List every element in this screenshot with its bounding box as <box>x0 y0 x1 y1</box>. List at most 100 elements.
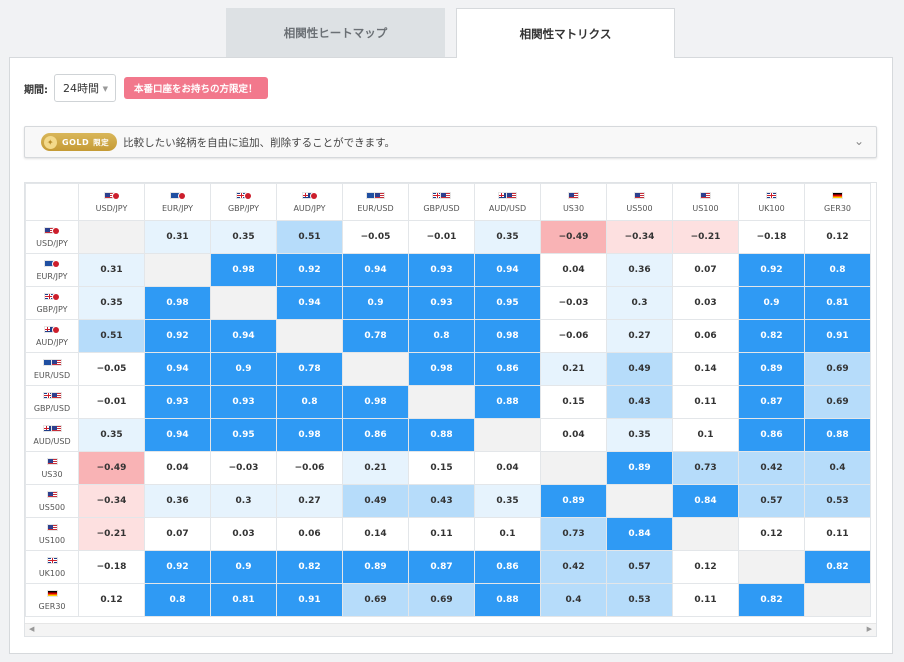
matrix-cell: 0.51 <box>276 220 343 254</box>
matrix-cell: −0.05 <box>342 220 409 254</box>
matrix-cell: 0.93 <box>408 286 475 320</box>
matrix-cell: 0.49 <box>342 484 409 518</box>
matrix-cell: 0.12 <box>78 583 145 617</box>
matrix-cell: 0.89 <box>540 484 607 518</box>
flag-icons <box>26 523 78 532</box>
column-label: US100 <box>692 204 719 213</box>
gold-coin-icon: ✦ <box>44 135 57 149</box>
matrix-cell: 0.4 <box>804 451 871 485</box>
gold-feature-bar[interactable]: ✦ GOLD 限定 比較したい銘柄を自由に追加、削除することができます。 ⌄ <box>24 126 877 158</box>
matrix-cell: 0.35 <box>474 484 541 518</box>
row-header-uk100: UK100 <box>25 550 79 584</box>
matrix-cell: 0.06 <box>276 517 343 551</box>
matrix-cell: 0.36 <box>606 253 673 287</box>
column-header-us100: US100 <box>672 183 739 221</box>
matrix-cell: 0.11 <box>672 583 739 617</box>
flag-icons <box>26 358 78 367</box>
matrix-cell: 0.82 <box>738 583 805 617</box>
matrix-row: US100 −0.21 0.07 0.03 0.06 0.14 0.11 0.1 0.73 0.8… <box>25 517 871 551</box>
matrix-cell: 0.3 <box>606 286 673 320</box>
matrix-row: US500 −0.34 0.36 0.3 0.27 0.49 0.43 0.35 0.89 0.8… <box>25 484 871 518</box>
matrix-cell: 0.14 <box>672 352 739 386</box>
matrix-cell: −0.21 <box>78 517 145 551</box>
flag-icons <box>26 226 78 235</box>
matrix-cell: 0.98 <box>144 286 211 320</box>
matrix-cell: −0.34 <box>606 220 673 254</box>
matrix-cell: 0.07 <box>144 517 211 551</box>
row-label: EUR/JPY <box>36 272 68 281</box>
column-label: GBP/JPY <box>227 204 260 213</box>
matrix-row: AUD/USD 0.35 0.94 0.95 0.98 0.86 0.88 0.04 0.35 0… <box>25 418 871 452</box>
matrix-cell: 0.93 <box>408 253 475 287</box>
matrix-cell: 0.94 <box>144 352 211 386</box>
matrix-cell: 0.95 <box>474 286 541 320</box>
matrix-cell: 0.9 <box>210 352 277 386</box>
flag-jp-icon <box>52 259 60 268</box>
flag-icons <box>26 589 78 598</box>
live-account-badge: 本番口座をお持ちの方限定！ <box>124 77 268 99</box>
matrix-cell: 0.91 <box>276 583 343 617</box>
flag-icons <box>79 191 144 200</box>
flag-icons <box>26 259 78 268</box>
matrix-cell: −0.49 <box>540 220 607 254</box>
tab-matrix[interactable]: 相関性マトリクス <box>456 8 675 58</box>
row-label: AUD/USD <box>33 437 71 446</box>
matrix-cell: 0.92 <box>144 319 211 353</box>
column-label: AUD/USD <box>488 204 527 213</box>
matrix-cell: 0.57 <box>738 484 805 518</box>
matrix-cell: 0.31 <box>144 220 211 254</box>
matrix-cell: 0.11 <box>408 517 475 551</box>
row-header-ger30: GER30 <box>25 583 79 617</box>
matrix-cell: 0.04 <box>474 451 541 485</box>
tab-heatmap[interactable]: 相関性ヒートマップ <box>226 8 445 57</box>
matrix-cell: 0.93 <box>210 385 277 419</box>
matrix-cell: 0.94 <box>210 319 277 353</box>
matrix-cell: 0.04 <box>540 418 607 452</box>
matrix-cell: 0.94 <box>144 418 211 452</box>
matrix-cell: 0.73 <box>540 517 607 551</box>
matrix-cell: −0.01 <box>408 220 475 254</box>
row-header-us100: US100 <box>25 517 79 551</box>
scroll-right-icon[interactable]: ▶ <box>866 625 872 633</box>
correlation-table: USD/JPY EUR/JPY GBP/JPY AUD/JPY EUR/USD GBP/U… <box>25 183 871 617</box>
column-label: USD/JPY <box>95 204 128 213</box>
matrix-cell: 0.11 <box>804 517 871 551</box>
column-header-eur-usd: EUR/USD <box>342 183 409 221</box>
matrix-cell: 0.87 <box>738 385 805 419</box>
gold-badge-label: GOLD <box>62 137 90 147</box>
matrix-cell: 0.8 <box>276 385 343 419</box>
column-header-aud-usd: AUD/USD <box>474 183 541 221</box>
matrix-cell: 0.86 <box>474 352 541 386</box>
matrix-corner <box>25 183 79 221</box>
matrix-cell: 0.88 <box>474 583 541 617</box>
column-header-eur-jpy: EUR/JPY <box>144 183 211 221</box>
matrix-cell-diagonal <box>738 550 805 584</box>
scroll-left-icon[interactable]: ◀ <box>29 625 35 633</box>
matrix-cell: 0.69 <box>804 385 871 419</box>
expand-chevron-icon[interactable]: ⌄ <box>853 134 864 148</box>
row-label: US500 <box>38 503 66 512</box>
flag-icons <box>26 391 78 400</box>
flag-us-icon <box>506 192 517 199</box>
matrix-cell: 0.84 <box>606 517 673 551</box>
column-label: US30 <box>562 204 585 213</box>
matrix-cell: 0.73 <box>672 451 739 485</box>
column-label: GBP/USD <box>423 204 460 213</box>
matrix-cell: 0.98 <box>408 352 475 386</box>
flag-jp-icon <box>243 191 252 200</box>
matrix-cell: 0.21 <box>342 451 409 485</box>
matrix-cell: 0.81 <box>804 286 871 320</box>
flag-icons <box>26 556 78 565</box>
row-header-us30: US30 <box>25 451 79 485</box>
matrix-cell: 0.42 <box>540 550 607 584</box>
period-select[interactable]: 24時間 ▼ <box>54 74 116 102</box>
matrix-cell: 0.87 <box>408 550 475 584</box>
horizontal-scrollbar[interactable]: ◀ ▶ <box>25 623 876 636</box>
flag-icons <box>607 191 672 200</box>
matrix-cell: −0.01 <box>78 385 145 419</box>
row-label: EUR/USD <box>33 371 71 380</box>
matrix-cell: 0.69 <box>804 352 871 386</box>
matrix-cell: 0.82 <box>276 550 343 584</box>
matrix-cell: 0.14 <box>342 517 409 551</box>
row-header-aud-jpy: AUD/JPY <box>25 319 79 353</box>
